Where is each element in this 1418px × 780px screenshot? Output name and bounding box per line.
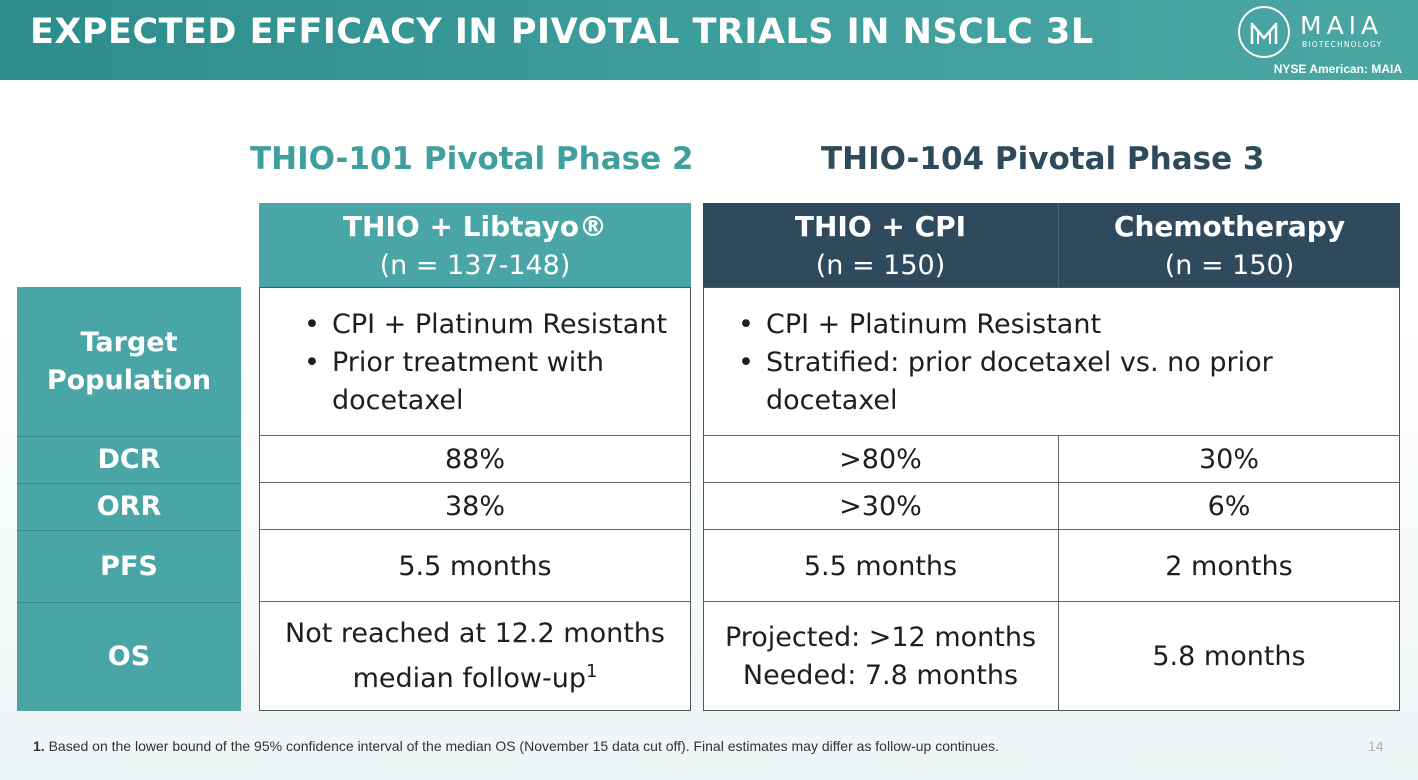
dcr-thio-cpi: >80%	[839, 444, 922, 475]
footnote-reference: 1	[585, 661, 598, 682]
bullet-item: CPI + Platinum Resistant	[304, 306, 690, 344]
row-divider	[703, 601, 1400, 602]
maia-logo-icon	[1238, 6, 1290, 58]
target-population-phase2: CPI + Platinum Resistant Prior treatment…	[304, 306, 690, 420]
row-label-line: Population	[46, 364, 212, 396]
os-chemotherapy: 5.8 months	[1152, 641, 1306, 672]
os-line: median follow-up1	[353, 653, 598, 698]
row-label-text: PFS	[100, 550, 158, 582]
row-label-pfs: PFS	[17, 530, 241, 602]
os-thio-cpi: Projected: >12 months Needed: 7.8 months	[703, 602, 1058, 711]
column-header-n: (n = 137-148)	[379, 249, 571, 281]
pfs-thio-cpi: 5.5 months	[803, 550, 958, 582]
bullet-item: CPI + Platinum Resistant	[738, 306, 1358, 344]
column-header-n: (n = 150)	[1164, 249, 1295, 281]
row-divider	[703, 482, 1400, 483]
os-thio-libtayo: Not reached at 12.2 months median follow…	[259, 602, 691, 711]
column-header-name: THIO + CPI	[794, 209, 967, 243]
row-label-os: OS	[17, 602, 241, 711]
orr-thio-libtayo: 38%	[444, 491, 505, 522]
row-divider	[259, 482, 691, 483]
column-header-name: Chemotherapy	[1113, 209, 1346, 243]
bullet-item: Stratified: prior docetaxel vs. no prior…	[738, 344, 1358, 420]
pfs-chemotherapy: 2 months	[1165, 550, 1293, 582]
orr-thio-cpi: >30%	[839, 491, 922, 522]
row-divider	[703, 529, 1400, 530]
footnote: 1. Based on the lower bound of the 95% c…	[33, 738, 999, 754]
column-header-thio-cpi: THIO + CPI (n = 150)	[703, 203, 1058, 288]
column-divider	[1058, 436, 1059, 711]
dcr-thio-libtayo: 88%	[444, 444, 505, 475]
pfs-thio-libtayo: 5.5 months	[398, 550, 552, 582]
page-title: EXPECTED EFFICACY IN PIVOTAL TRIALS IN N…	[30, 12, 1094, 52]
row-label-line: Target	[80, 326, 178, 358]
target-population-phase3: CPI + Platinum Resistant Stratified: pri…	[738, 306, 1358, 420]
footnote-number: 1.	[33, 738, 45, 754]
row-label-dcr: DCR	[17, 436, 241, 483]
row-label-text: ORR	[96, 491, 162, 522]
row-label-target-population: Target Population	[17, 287, 241, 436]
title-bar: EXPECTED EFFICACY IN PIVOTAL TRIALS IN N…	[0, 0, 1418, 80]
column-header-thio-libtayo: THIO + Libtayo® (n = 137-148)	[259, 203, 691, 288]
os-line: Projected: >12 months	[724, 621, 1037, 653]
stock-exchange-label: NYSE American: MAIA	[1273, 62, 1402, 76]
page-number: 14	[1368, 738, 1384, 754]
column-header-n: (n = 150)	[815, 249, 946, 281]
footnote-text: Based on the lower bound of the 95% conf…	[44, 738, 1000, 754]
os-line-text: median follow-up	[352, 663, 586, 694]
dcr-chemotherapy: 30%	[1198, 444, 1259, 475]
row-divider	[259, 601, 691, 602]
phase3-title: THIO-104 Pivotal Phase 3	[821, 141, 1265, 177]
phase2-title: THIO-101 Pivotal Phase 2	[250, 141, 694, 177]
column-header-chemotherapy: Chemotherapy (n = 150)	[1058, 203, 1400, 288]
row-divider	[259, 435, 691, 436]
orr-chemotherapy: 6%	[1207, 491, 1251, 522]
row-label-text: DCR	[97, 444, 161, 475]
os-line: Not reached at 12.2 months	[285, 618, 665, 649]
bullet-item: Prior treatment with docetaxel	[304, 344, 690, 420]
company-logo: MAIA BIOTECHNOLOGY	[1238, 6, 1398, 58]
row-label-orr: ORR	[17, 483, 241, 530]
logo-subtitle: BIOTECHNOLOGY	[1302, 40, 1383, 49]
column-header-name: THIO + Libtayo®	[342, 209, 608, 243]
os-line: Needed: 7.8 months	[742, 659, 1019, 691]
logo-wordmark: MAIA	[1300, 11, 1384, 40]
row-divider	[703, 435, 1400, 436]
row-label-text: OS	[107, 641, 151, 672]
row-divider	[259, 529, 691, 530]
